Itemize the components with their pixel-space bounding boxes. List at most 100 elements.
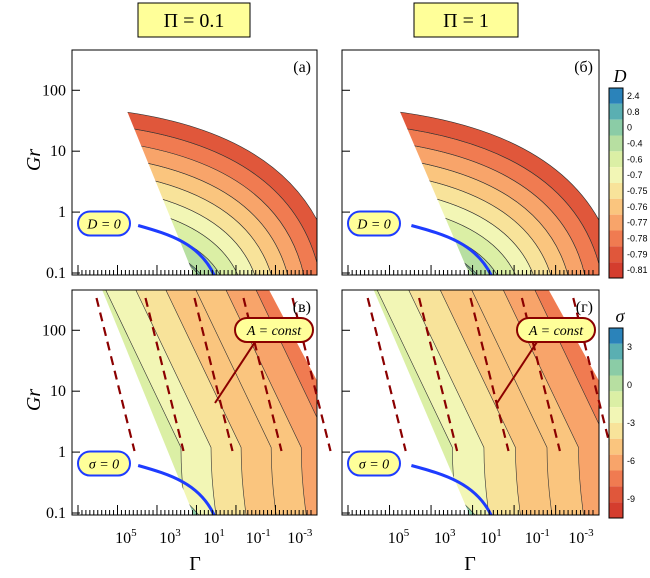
header-col1: Π = 0.1	[137, 2, 251, 38]
zero-callout-box	[77, 210, 131, 237]
colorbar-swatch	[609, 151, 623, 168]
colorbar-tick: -0.78	[627, 233, 648, 243]
y-tick-label: 1	[58, 204, 66, 221]
a-const-line	[144, 297, 185, 452]
y-tick-label: 100	[42, 82, 66, 99]
colorbar-tick: -3	[627, 418, 635, 428]
colorbar-frame	[608, 87, 624, 279]
x-tick-label: 105	[388, 527, 410, 547]
colorbar-swatch	[609, 470, 623, 487]
y-tick-label: 0.1	[46, 505, 66, 522]
panel-2: (б) D = 0	[340, 48, 601, 277]
colorbar-frame	[608, 327, 624, 519]
x-tick-label: 10-3	[287, 527, 313, 547]
a-const-callout-text: A = const	[246, 324, 302, 339]
x-tick-exp: 3	[175, 527, 181, 539]
panel-tag: (г)	[576, 299, 593, 316]
y-tick-label: 100	[42, 322, 66, 339]
zero-callout-text: D = 0	[86, 218, 121, 233]
x-tick-label: 10-1	[246, 527, 271, 547]
ylabel-top: Gr	[23, 149, 45, 171]
colorbar-swatch	[609, 167, 623, 183]
a-const-callout-box	[234, 317, 314, 343]
x-tick-label: 10-1	[525, 527, 550, 547]
colorbar-tick: 0	[627, 380, 632, 390]
colorbar-swatch	[609, 407, 623, 423]
panel-tag: (б)	[574, 59, 593, 76]
colorbar-sigma: σ 3 0 -3 -6 -9	[608, 306, 635, 519]
colorbar-tick: -0.79	[627, 249, 648, 259]
zero-contour	[137, 224, 216, 276]
x-tick-exp: 5	[131, 527, 137, 539]
x-tick-exp: -1	[262, 527, 271, 539]
panel-1: 0.1 1 10 100 (а) D = 0	[42, 48, 319, 282]
colorbar-swatch	[609, 214, 623, 231]
colorbar-d: D2.4 0.8 0 -0.4 -0.6 -0.7 -0.75 -0.76 -0.77 -0.78…	[608, 66, 648, 279]
colorbar-title: σ	[616, 306, 626, 326]
colorbar-swatch	[609, 391, 623, 408]
x-tick-label: 101	[480, 527, 502, 547]
colorbar-swatch	[609, 246, 623, 263]
colorbar-swatch	[609, 486, 623, 503]
colorbar-tick: -6	[627, 456, 635, 466]
x-tick-exp: -3	[303, 527, 313, 539]
colorbar-tick: -9	[627, 494, 635, 504]
a-const-line	[418, 297, 459, 452]
a-const-line	[366, 297, 407, 452]
colorbar-swatch	[609, 230, 623, 247]
panel-tag: (а)	[293, 59, 311, 76]
domain-mask-right	[547, 48, 601, 145]
panel-tag: (в)	[293, 299, 311, 316]
x-tick-label: 105	[115, 527, 137, 547]
a-const-line	[469, 297, 510, 452]
colorbar-swatch	[609, 88, 623, 104]
colorbar-tick: -0.77	[627, 218, 648, 228]
zero-contour	[410, 224, 493, 276]
a-const-callout-box	[516, 317, 596, 343]
a-const-pointer	[496, 341, 538, 404]
a-const-pointer	[214, 341, 256, 404]
zero-callout-text: D = 0	[356, 218, 391, 233]
colorbar-swatch	[609, 135, 623, 152]
a-const-line	[572, 297, 613, 452]
colorbar-swatch	[609, 183, 623, 199]
a-const-line	[242, 297, 283, 452]
x-tick-exp: 1	[496, 527, 502, 539]
a-const-line	[95, 297, 136, 452]
colorbar-tick: 0	[627, 123, 632, 133]
colorbar-swatch	[609, 454, 623, 471]
x-tick-exp: 1	[219, 527, 225, 539]
panel-frame	[71, 49, 318, 276]
y-tick-label: 1	[58, 444, 66, 461]
zero-callout-box	[347, 450, 401, 477]
header-col2: Π = 1	[413, 2, 519, 38]
header-col1-text: Π = 0.1	[164, 10, 225, 32]
panel-frame	[71, 289, 318, 516]
a-const-line	[193, 297, 234, 452]
a-const-callout-text: A = const	[528, 324, 584, 339]
zero-contour	[410, 464, 493, 516]
colorbar-swatch	[609, 359, 623, 376]
colorbar-tick: 2.4	[627, 91, 640, 101]
colorbar-swatch	[609, 119, 623, 136]
zero-callout-text: σ = 0	[359, 458, 389, 473]
zero-callout-text: σ = 0	[89, 458, 119, 473]
x-tick-label: 103	[159, 527, 181, 547]
x-tick-label: 10-3	[568, 527, 594, 547]
colorbar-swatch	[609, 328, 623, 344]
zero-callout-box	[77, 450, 131, 477]
x-tick-exp: -3	[584, 527, 594, 539]
colorbar-title: D	[613, 66, 627, 86]
panel-frame	[341, 49, 600, 276]
colorbar-tick: -0.7	[627, 170, 643, 180]
panel-3: 0.1 1 10 100 105 103 101 10-1 10-3 (в) σ = 0 A = co…	[42, 288, 332, 547]
colorbar-swatch	[609, 343, 623, 360]
x-tick-exp: -1	[541, 527, 550, 539]
x-tick-exp: 3	[450, 527, 456, 539]
colorbar-tick: -0.6	[627, 154, 643, 164]
x-tick-label: 103	[434, 527, 456, 547]
a-const-line	[520, 297, 561, 452]
colorbar-swatch	[609, 262, 623, 278]
ylabel-bottom: Gr	[23, 389, 45, 411]
xlabel-left: Γ	[189, 553, 201, 575]
